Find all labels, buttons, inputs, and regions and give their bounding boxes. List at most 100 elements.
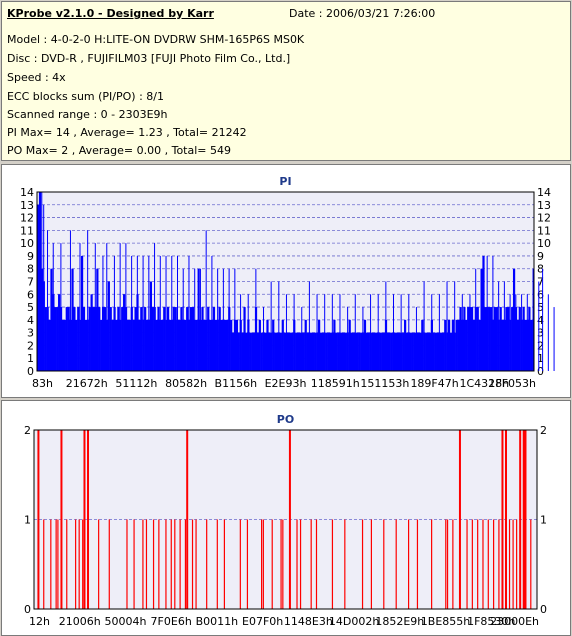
y-tick-label-left: 11 <box>20 224 34 237</box>
pi-bar <box>302 332 305 371</box>
y-tick-label-right: 4 <box>537 314 544 327</box>
pi-bar <box>117 307 120 371</box>
pi-bar <box>195 319 198 371</box>
x-tick-label: E2E93h <box>265 377 307 390</box>
pi-bar <box>340 332 344 371</box>
pi-bar <box>386 332 390 371</box>
pi-bar <box>279 332 282 371</box>
pi-bar <box>84 319 87 371</box>
pi-bar <box>174 307 177 371</box>
pi-bar <box>344 332 347 371</box>
pi-bar <box>224 319 227 371</box>
y-tick-label-left: 14 <box>20 186 34 199</box>
y-tick-label-right: 13 <box>537 199 551 212</box>
pi-bar <box>296 332 300 371</box>
pi-bar <box>96 268 99 371</box>
y-tick-label-left: 0 <box>24 603 31 616</box>
pi-bar <box>411 332 414 371</box>
pi-bar <box>524 319 527 371</box>
scan-date: Date : 2006/03/21 7:26:00 <box>289 7 436 20</box>
pi-bar <box>168 319 172 371</box>
pi-bar <box>109 307 112 371</box>
pi-bar <box>184 319 187 371</box>
pi-bar <box>191 307 195 371</box>
pi-bar <box>352 332 355 371</box>
y-tick-label-left: 2 <box>27 339 34 352</box>
pi-bar <box>459 307 462 371</box>
pi-bar <box>381 332 384 371</box>
x-tick-label: 51112h <box>115 377 157 390</box>
pi-bar <box>373 332 376 371</box>
pi-bar <box>63 319 66 371</box>
po-stats-line: PO Max= 2 , Average= 0.00 , Total= 549 <box>7 144 231 157</box>
pi-bar <box>115 319 118 371</box>
pi-bar <box>132 319 135 371</box>
pi-bar <box>511 307 514 371</box>
x-tick-label: 12h <box>29 615 50 628</box>
pi-bar <box>505 307 508 371</box>
x-tick-label: 1F8530h <box>467 615 515 628</box>
pi-bar <box>50 268 53 371</box>
y-tick-label-right: 5 <box>537 301 544 314</box>
y-tick-label-left: 1 <box>24 514 31 527</box>
disc-line: Disc : DVD-R , FUJIFILM03 [FUJI Photo Fi… <box>7 52 291 65</box>
pi-bar <box>197 268 200 371</box>
pi-bar <box>98 307 101 371</box>
pi-bar <box>528 307 531 371</box>
y-tick-label-left: 7 <box>27 276 34 289</box>
y-tick-label-right: 1 <box>540 514 547 527</box>
pi-bar <box>189 307 193 371</box>
pi-bar <box>467 307 470 371</box>
pi-bar <box>258 319 261 371</box>
pi-bar <box>231 332 235 371</box>
pi-bar <box>317 319 321 371</box>
pi-bar <box>291 332 294 371</box>
pi-bar <box>319 332 323 371</box>
chart-title: PO <box>277 413 294 426</box>
plot-frame <box>36 191 535 372</box>
pi-bar <box>499 307 502 371</box>
pi-bar <box>283 332 286 371</box>
pi-bar <box>128 319 131 371</box>
pi-bar <box>65 307 68 371</box>
pi-bar <box>425 332 428 371</box>
pi-bar <box>58 294 61 371</box>
pi-bar <box>306 332 309 371</box>
pi-bar <box>274 332 277 371</box>
pi-bar <box>484 307 487 371</box>
pi-bar <box>321 332 325 371</box>
y-tick-label-left: 10 <box>20 237 34 250</box>
pi-bar <box>144 307 147 371</box>
y-tick-label-right: 3 <box>537 327 544 340</box>
x-tick-label: B0011h <box>196 615 239 628</box>
pi-bar <box>180 307 183 371</box>
pi-bar <box>493 307 497 371</box>
pi-bar <box>134 307 137 371</box>
pi-bar <box>103 307 107 371</box>
pi-bar <box>75 319 78 371</box>
y-tick-label-left: 3 <box>27 327 34 340</box>
pi-bar <box>71 268 74 371</box>
pi-bar <box>220 319 223 371</box>
speed-line: Speed : 4x <box>7 71 66 84</box>
y-tick-label-right: 14 <box>537 186 551 199</box>
pi-bar <box>358 332 361 371</box>
pi-bar <box>405 332 409 371</box>
x-tick-label: 118591h <box>311 377 360 390</box>
x-tick-label: 1C4328h <box>459 377 509 390</box>
pi-bar <box>434 332 437 371</box>
pi-bar <box>371 332 374 371</box>
pi-bar <box>172 307 175 371</box>
pi-bar <box>241 332 244 371</box>
y-tick-label-right: 9 <box>537 250 544 263</box>
pi-bar <box>304 319 307 371</box>
pi-bar <box>266 319 269 371</box>
pi-bar <box>256 332 260 371</box>
y-tick-label-right: 0 <box>537 365 544 378</box>
pi-bar <box>512 268 516 371</box>
pi-bar <box>478 319 481 371</box>
pi-bar <box>140 307 143 371</box>
y-tick-label-left: 13 <box>20 199 34 212</box>
pi-bar <box>419 332 422 371</box>
